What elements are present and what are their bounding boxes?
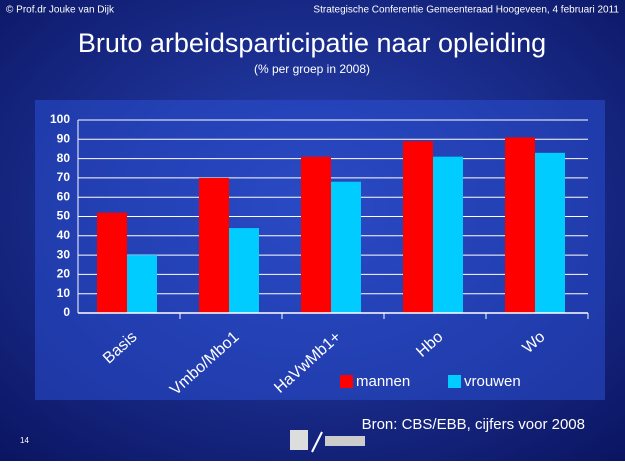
y-tick-label: 50 [57, 209, 71, 223]
legend-swatch [448, 375, 461, 388]
bar [403, 141, 433, 313]
y-tick-label: 90 [57, 131, 71, 145]
legend-label: mannen [356, 373, 410, 390]
y-tick-label: 70 [57, 170, 71, 184]
y-tick-label: 0 [63, 305, 70, 319]
y-tick-label: 100 [50, 112, 70, 126]
bar [433, 156, 463, 313]
y-tick-label: 10 [57, 286, 71, 300]
bar [535, 152, 565, 313]
legend-swatch [340, 375, 353, 388]
y-tick-label: 80 [57, 151, 71, 165]
y-tick-label: 60 [57, 189, 71, 203]
bar [97, 212, 127, 313]
bar [505, 137, 535, 313]
slide-number: 14 [20, 436, 29, 445]
bar [301, 156, 331, 313]
chart-title: Bruto arbeidsparticipatie naar opleiding [78, 28, 546, 58]
y-tick-label: 30 [57, 247, 71, 261]
bar [229, 228, 259, 313]
bar [127, 255, 157, 313]
source: Bron: CBS/EBB, cijfers voor 2008 [362, 416, 585, 433]
y-tick-label: 40 [57, 228, 71, 242]
author: © Prof.dr Jouke van Dijk [6, 5, 115, 16]
event: Strategische Conferentie Gemeenteraad Ho… [313, 5, 619, 16]
y-tick-label: 20 [57, 267, 71, 281]
bar [331, 181, 361, 313]
bar [199, 177, 229, 313]
legend-label: vrouwen [464, 373, 521, 390]
logo [290, 430, 365, 453]
chart-subtitle: (% per groep in 2008) [254, 62, 370, 76]
